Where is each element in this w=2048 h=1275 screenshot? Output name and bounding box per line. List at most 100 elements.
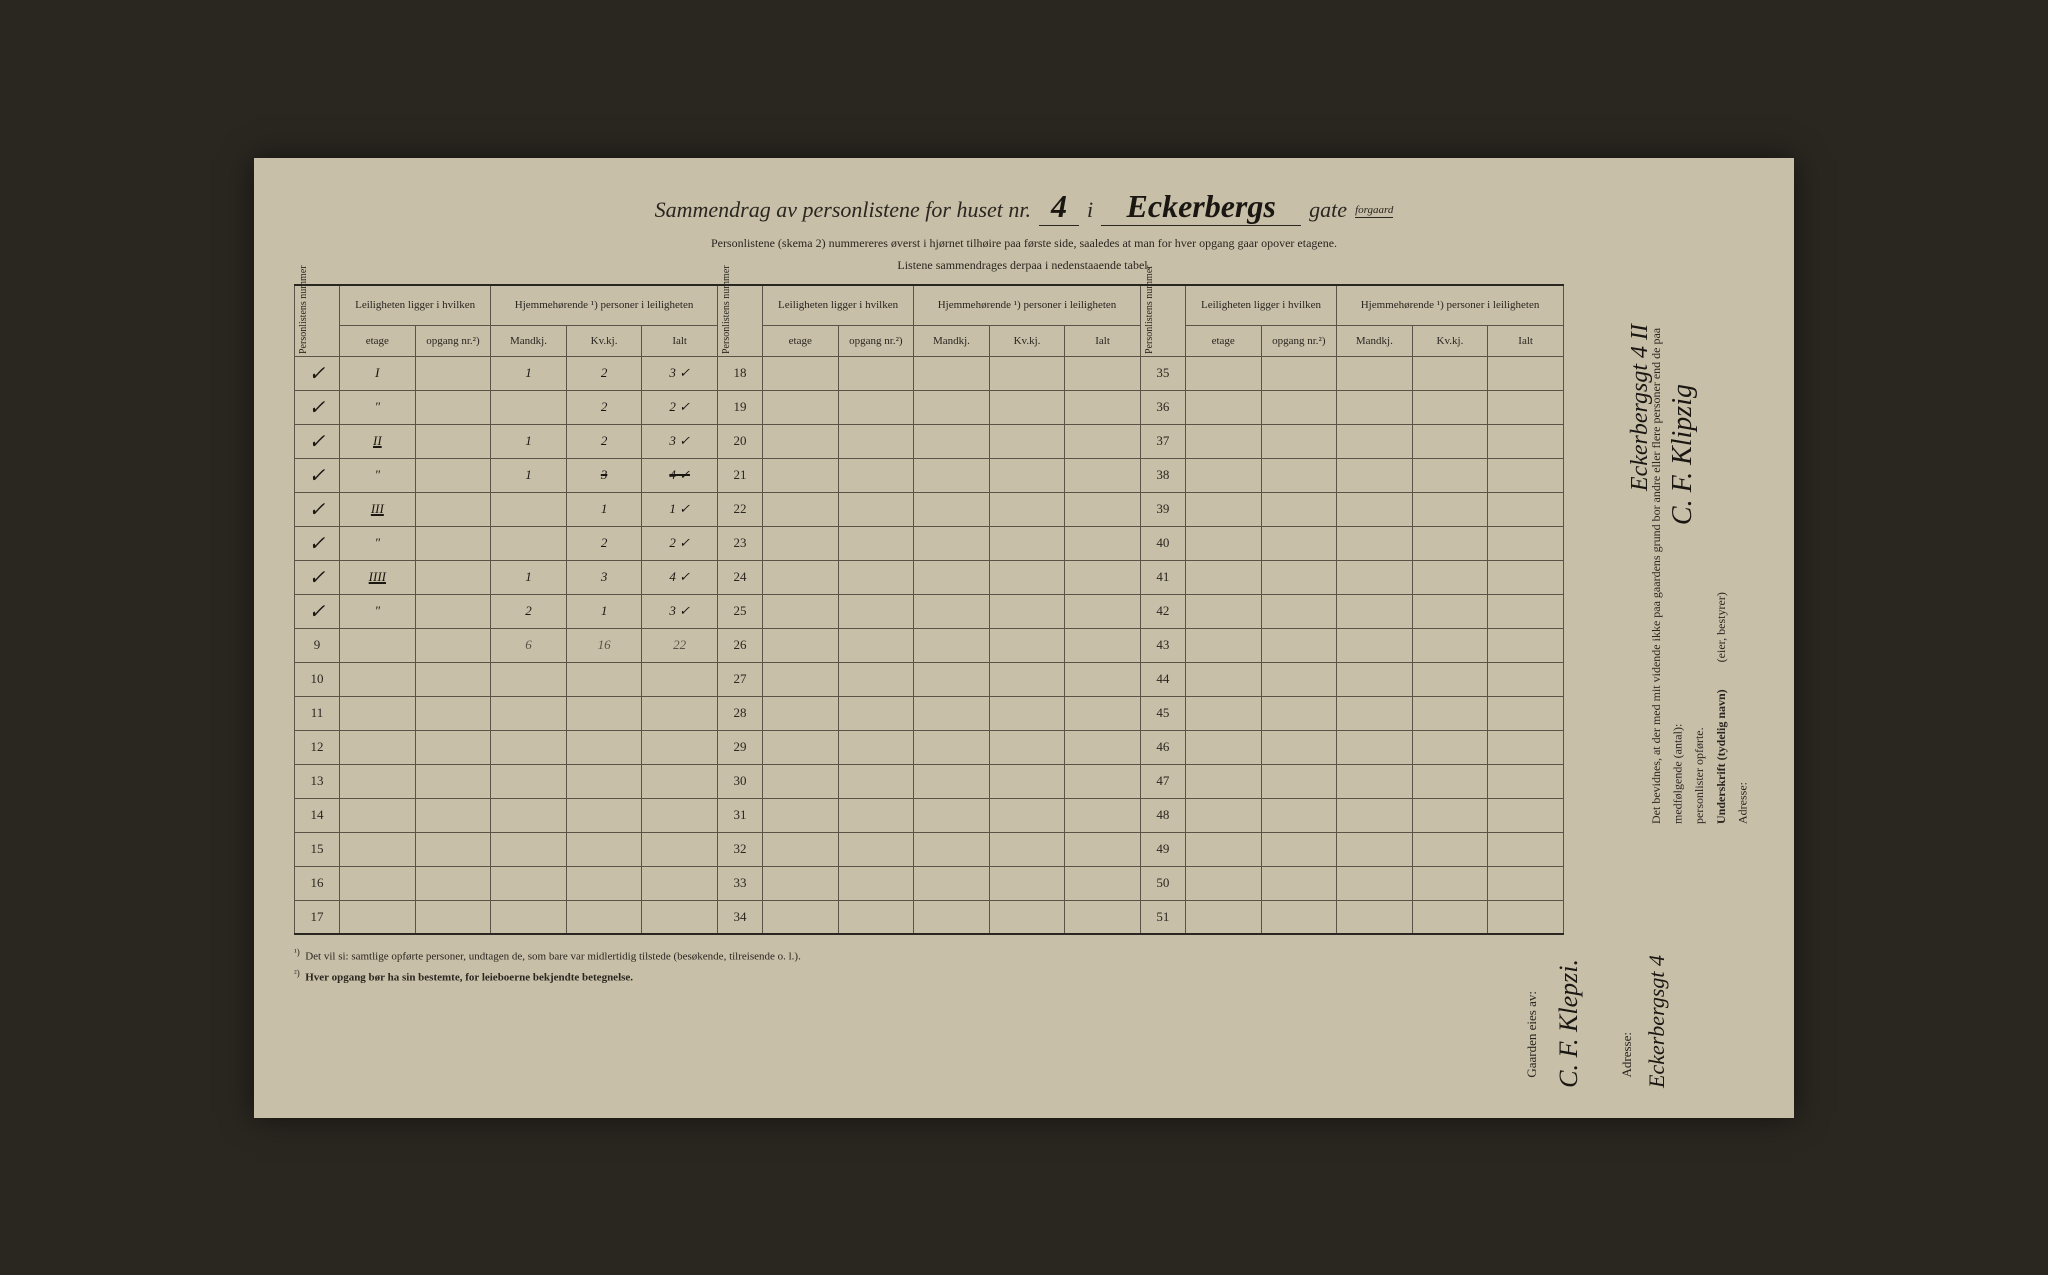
empty-cell — [1185, 424, 1261, 458]
col-opgang-3: opgang nr.²) — [1261, 326, 1337, 356]
cell-ialt: 3 ✓ — [642, 356, 718, 390]
cell-opgang — [415, 560, 491, 594]
empty-cell — [1412, 764, 1488, 798]
row-num: 46 — [1140, 730, 1185, 764]
row-num: ✓ — [295, 492, 340, 526]
empty-cell — [914, 458, 990, 492]
empty-cell — [1412, 696, 1488, 730]
cell-ialt — [642, 662, 718, 696]
row-num: 34 — [717, 900, 762, 934]
empty-cell — [762, 424, 838, 458]
cell-etage — [340, 798, 416, 832]
row-num: 13 — [295, 764, 340, 798]
empty-cell — [1488, 526, 1564, 560]
cell-etage — [340, 662, 416, 696]
cell-mandkj — [491, 526, 567, 560]
row-num: 16 — [295, 866, 340, 900]
row-num: 18 — [717, 356, 762, 390]
empty-cell — [838, 526, 914, 560]
cell-ialt — [642, 696, 718, 730]
cell-opgang — [415, 390, 491, 424]
signature-name: C. F. Klipzig — [1667, 384, 1699, 525]
col-personlistens: Personlistens nummer — [298, 288, 322, 354]
col-mandkj-3: Mandkj. — [1337, 326, 1413, 356]
empty-cell — [1488, 560, 1564, 594]
census-document: Sammendrag av personlistene for huset nr… — [254, 158, 1794, 1118]
cell-ialt: 2 ✓ — [642, 526, 718, 560]
row-num: 37 — [1140, 424, 1185, 458]
table-row: ✓"22 ✓2340 — [295, 526, 1564, 560]
empty-cell — [762, 798, 838, 832]
empty-cell — [762, 458, 838, 492]
empty-cell — [1412, 390, 1488, 424]
row-num: 31 — [717, 798, 762, 832]
cell-opgang — [415, 356, 491, 390]
subtitle-1: Personlistene (skema 2) nummereres øvers… — [294, 234, 1754, 252]
col-personlistens-3: Personlistens nummer — [1144, 288, 1168, 354]
empty-cell — [762, 594, 838, 628]
empty-cell — [1185, 866, 1261, 900]
cell-opgang — [415, 832, 491, 866]
empty-cell — [838, 492, 914, 526]
cell-etage: III — [340, 492, 416, 526]
cell-kvkj: 16 — [566, 628, 642, 662]
row-num: 17 — [295, 900, 340, 934]
empty-cell — [1065, 492, 1141, 526]
col-opgang: opgang nr.²) — [415, 326, 491, 356]
empty-cell — [989, 560, 1065, 594]
col-mandkj: Mandkj. — [491, 326, 567, 356]
empty-cell — [838, 662, 914, 696]
empty-cell — [838, 900, 914, 934]
empty-cell — [1337, 900, 1413, 934]
empty-cell — [1488, 730, 1564, 764]
census-table: Personlistens nummer Leiligheten ligger … — [294, 284, 1564, 936]
empty-cell — [1412, 900, 1488, 934]
empty-cell — [989, 594, 1065, 628]
row-num: 30 — [717, 764, 762, 798]
empty-cell — [914, 696, 990, 730]
table-row: 112845 — [295, 696, 1564, 730]
cell-opgang — [415, 594, 491, 628]
empty-cell — [838, 832, 914, 866]
cell-mandkj: 1 — [491, 458, 567, 492]
header-row-2: etage opgang nr.²) Mandkj. Kv.kj. Ialt e… — [295, 326, 1564, 356]
empty-cell — [1488, 424, 1564, 458]
row-num: 47 — [1140, 764, 1185, 798]
empty-cell — [1412, 458, 1488, 492]
cell-etage: " — [340, 594, 416, 628]
table-row: 163350 — [295, 866, 1564, 900]
cell-etage: II — [340, 424, 416, 458]
subtitle-2: Listene sammendrages derpaa i nedenstaae… — [294, 256, 1754, 274]
row-num: 25 — [717, 594, 762, 628]
empty-cell — [989, 424, 1065, 458]
title-gate: gate — [1309, 197, 1347, 223]
cell-etage — [340, 900, 416, 934]
empty-cell — [914, 492, 990, 526]
empty-cell — [1412, 492, 1488, 526]
cell-opgang — [415, 764, 491, 798]
col-mandkj-2: Mandkj. — [914, 326, 990, 356]
cell-opgang — [415, 492, 491, 526]
empty-cell — [1185, 832, 1261, 866]
row-num: 23 — [717, 526, 762, 560]
signature-address: Eckerbergsgt 4 II — [1627, 324, 1654, 491]
cell-ialt: 3 ✓ — [642, 424, 718, 458]
empty-cell — [1488, 764, 1564, 798]
empty-cell — [1337, 458, 1413, 492]
cell-ialt — [642, 866, 718, 900]
empty-cell — [1185, 764, 1261, 798]
empty-cell — [1261, 492, 1337, 526]
empty-cell — [1412, 560, 1488, 594]
empty-cell — [1412, 526, 1488, 560]
empty-cell — [1065, 560, 1141, 594]
empty-cell — [989, 798, 1065, 832]
cell-opgang — [415, 866, 491, 900]
row-num: ✓ — [295, 390, 340, 424]
row-num: 15 — [295, 832, 340, 866]
table-row: ✓I123 ✓1835 — [295, 356, 1564, 390]
cell-opgang — [415, 526, 491, 560]
cell-etage — [340, 832, 416, 866]
col-kvkj-3: Kv.kj. — [1412, 326, 1488, 356]
owner-section: Gaarden eies av: C. F. Klepzi. Adresse: … — [1524, 898, 1744, 1078]
row-num: 33 — [717, 866, 762, 900]
